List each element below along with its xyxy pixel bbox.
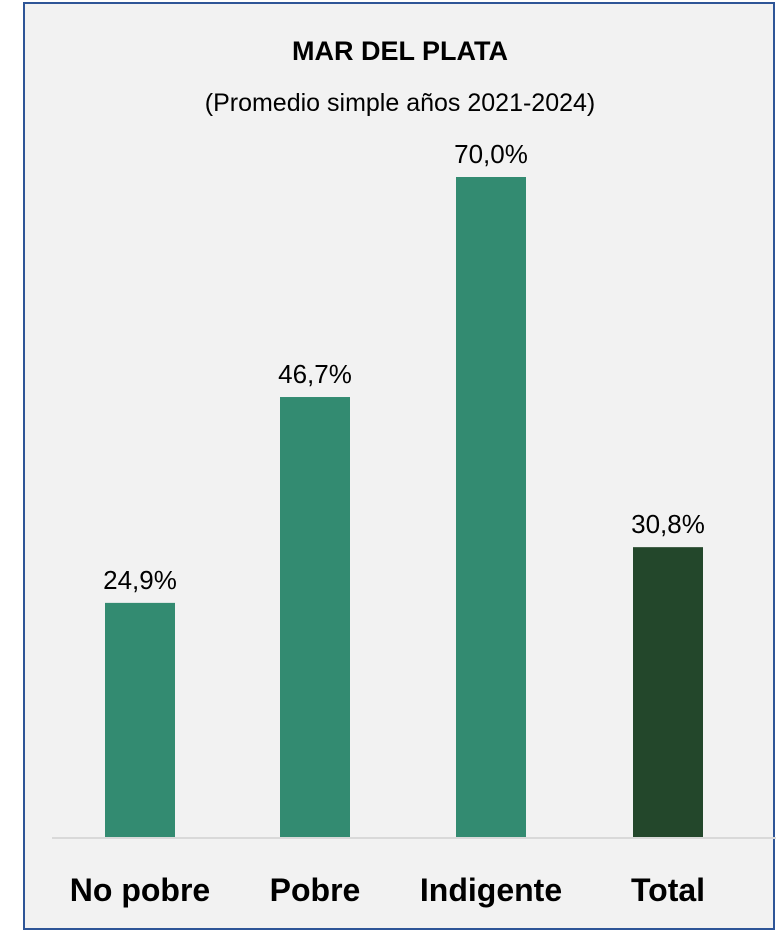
data-label-pobre: 46,7% — [278, 359, 352, 389]
category-label-pobre: Pobre — [270, 872, 361, 908]
data-label-indigente: 70,0% — [454, 139, 528, 169]
category-label-total: Total — [631, 872, 705, 908]
data-label-total: 30,8% — [631, 509, 705, 539]
data-label-no-pobre: 24,9% — [103, 565, 177, 595]
bar-no-pobre — [105, 602, 175, 838]
bar-pobre — [280, 397, 350, 838]
category-label-no-pobre: No pobre — [70, 872, 210, 908]
chart-title: MAR DEL PLATA — [292, 36, 508, 66]
bars-group: 24,9% No pobre 46,7% Pobre 70,0% Indigente 30,… — [70, 139, 705, 908]
bar-indigente — [456, 177, 526, 838]
bar-total — [633, 547, 703, 838]
chart-subtitle: (Promedio simple años 2021-2024) — [205, 89, 596, 117]
category-label-indigente: Indigente — [420, 872, 562, 908]
